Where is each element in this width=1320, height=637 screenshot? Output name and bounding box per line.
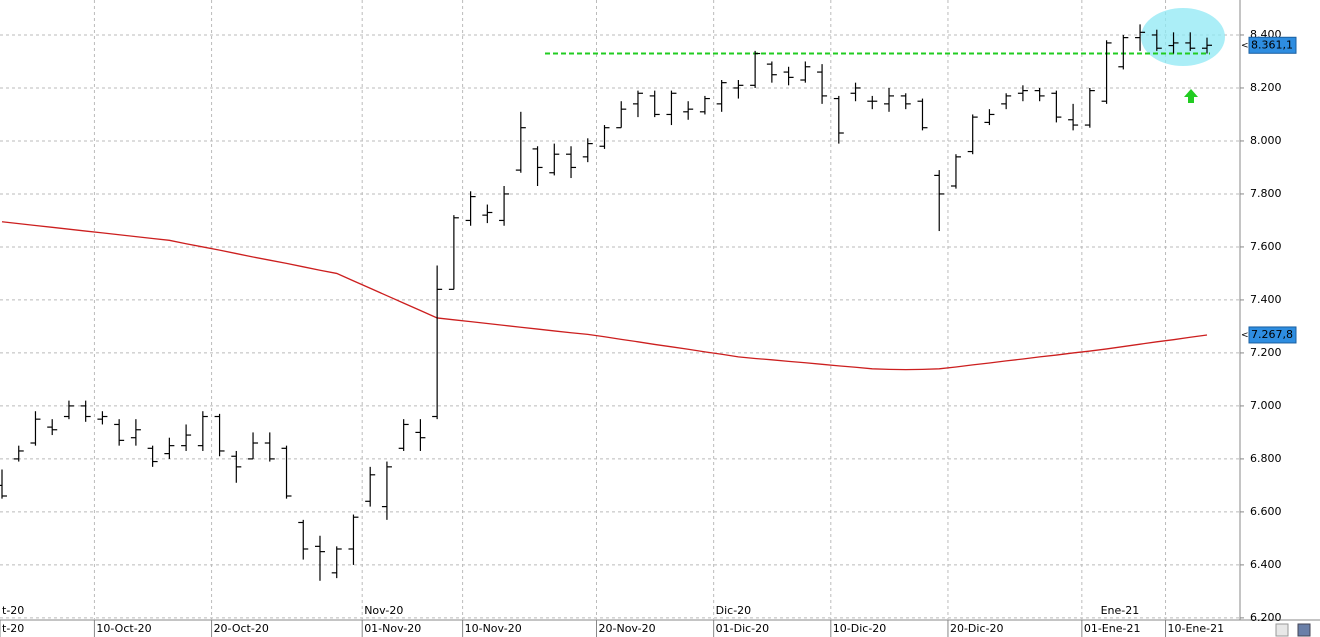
x-tick-label: 20-Oct-20 bbox=[214, 622, 269, 635]
x-tick-label: 10-Nov-20 bbox=[465, 622, 522, 635]
y-tick-label: 7.800 bbox=[1250, 187, 1282, 200]
save-icon[interactable] bbox=[1297, 623, 1311, 637]
price-box-label: 7.267,8 bbox=[1251, 328, 1293, 341]
y-tick-label: 6.800 bbox=[1250, 452, 1282, 465]
y-tick-label: 6.600 bbox=[1250, 505, 1282, 518]
y-tick-label: 7.600 bbox=[1250, 240, 1282, 253]
price-box bbox=[1248, 326, 1297, 344]
x-tick-label: 10-Dic-20 bbox=[833, 622, 887, 635]
y-tick-label: 7.000 bbox=[1250, 399, 1282, 412]
price-box bbox=[1248, 36, 1297, 54]
x-tick-label: 10-Ene-21 bbox=[1168, 622, 1225, 635]
y-tick-label: 6.200 bbox=[1250, 611, 1282, 624]
up-arrow bbox=[1184, 89, 1198, 103]
toolbar-icon[interactable] bbox=[1275, 623, 1289, 637]
x-tick-label: t-20 bbox=[2, 622, 24, 635]
x-tick-label: 01-Dic-20 bbox=[716, 622, 770, 635]
x-tick-label: 01-Nov-20 bbox=[364, 622, 421, 635]
y-tick-label: 8.000 bbox=[1250, 134, 1282, 147]
moving-average-line bbox=[1, 221, 1208, 371]
month-label: Ene-21 bbox=[1101, 604, 1140, 617]
price-pointer: < bbox=[1241, 41, 1249, 51]
highlight-ellipse bbox=[1141, 8, 1225, 66]
x-tick-label: 10-Oct-20 bbox=[96, 622, 151, 635]
price-pointer: < bbox=[1241, 330, 1249, 340]
price-box-label: 8.361,1 bbox=[1251, 38, 1293, 51]
y-tick-label: 6.400 bbox=[1250, 558, 1282, 571]
month-label: Dic-20 bbox=[716, 604, 752, 617]
x-tick-label: 01-Ene-21 bbox=[1084, 622, 1141, 635]
x-tick-label: 20-Dic-20 bbox=[950, 622, 1004, 635]
month-label: t-20 bbox=[2, 604, 24, 617]
y-tick-label: 7.400 bbox=[1250, 293, 1282, 306]
y-tick-label: 8.200 bbox=[1250, 81, 1282, 94]
month-label: Nov-20 bbox=[364, 604, 403, 617]
y-tick-label: 7.200 bbox=[1250, 346, 1282, 359]
x-tick-label: 20-Nov-20 bbox=[599, 622, 656, 635]
plot-layer bbox=[0, 0, 1240, 620]
